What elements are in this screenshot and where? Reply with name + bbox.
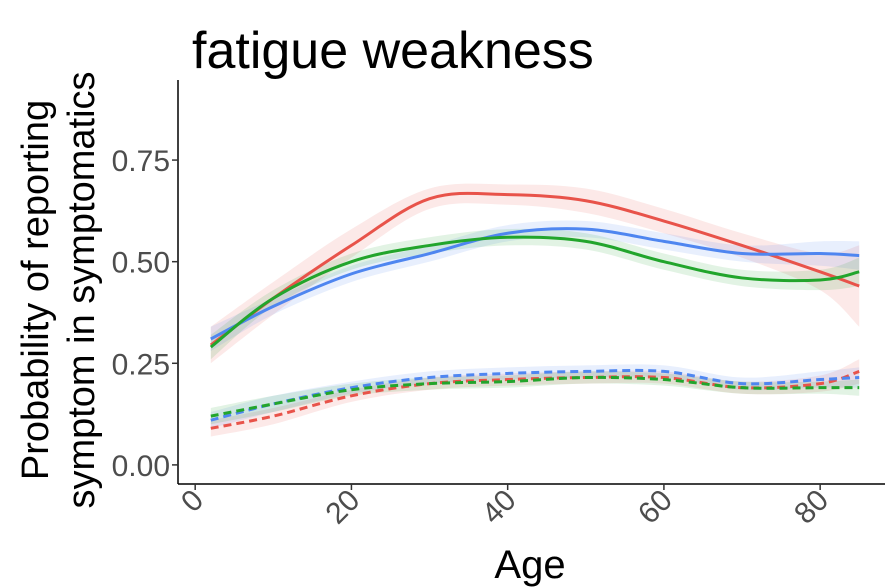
series-line [209, 191, 860, 347]
y-tick-label: 0.75 [112, 145, 170, 178]
x-axis-label: Age [494, 543, 565, 587]
y-tick-label: 0.50 [112, 247, 170, 280]
series-line [209, 235, 860, 349]
chart-title: fatigue weakness [192, 22, 594, 80]
confidence-band [210, 359, 860, 437]
confidence-band [210, 183, 860, 364]
x-tick-label: 40 [476, 484, 523, 531]
x-tick-label: 20 [319, 484, 366, 531]
x-tick-label: 0 [175, 484, 210, 519]
y-axis-label: symptom in symptomatics [61, 71, 103, 508]
confidence-band [210, 371, 860, 425]
x-tick-label: 80 [788, 484, 835, 531]
confidence-band [210, 220, 860, 352]
series-line [210, 227, 860, 341]
series-line [210, 375, 860, 418]
y-tick-label: 0.25 [112, 348, 170, 381]
y-axis-label: Probability of reporting [15, 100, 57, 480]
x-tick-label: 60 [632, 484, 679, 531]
y-tick-label: 0.00 [112, 450, 170, 483]
confidence-band [210, 364, 860, 429]
confidence-band [210, 228, 860, 360]
